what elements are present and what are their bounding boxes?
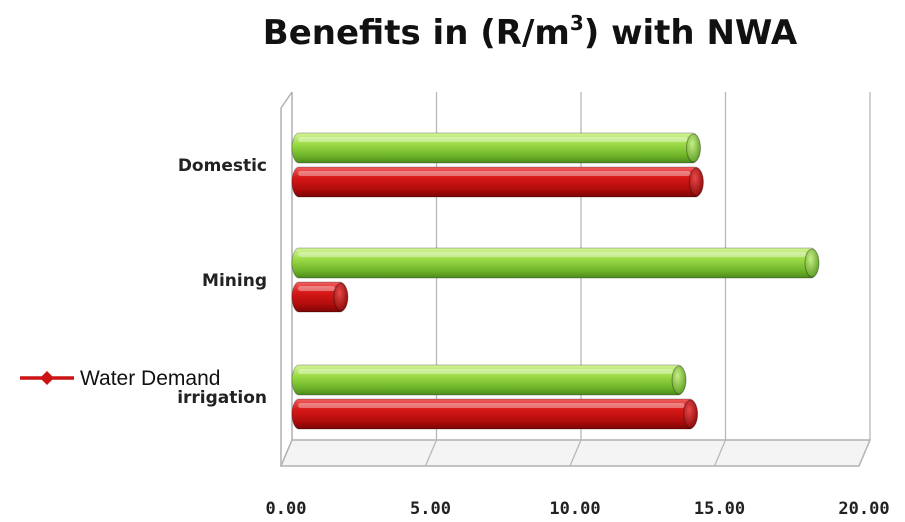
bar-irrigation-series-1 — [291, 364, 687, 396]
legend-entry: Water Demand — [20, 367, 220, 390]
diamond-marker-icon — [40, 371, 54, 385]
chart-title-superscript: 3 — [570, 11, 584, 35]
x-tick-label: 15.00 — [694, 499, 745, 519]
category-label: irrigation — [177, 388, 267, 408]
x-tick-label: 10.00 — [549, 499, 600, 519]
legend-label: Water Demand — [80, 367, 220, 390]
bar-mining-series-1 — [291, 247, 820, 279]
bar-domestic-series-1 — [291, 132, 701, 164]
gridline-floor — [713, 439, 727, 467]
bar-domestic-series-2 — [291, 166, 704, 198]
chart-title-suffix: ) with NWA — [584, 13, 798, 53]
chart-title-prefix: Benefits in (R/m — [263, 13, 570, 53]
bar-irrigation-series-2 — [291, 398, 699, 430]
wall-edge-top — [280, 91, 293, 109]
gridline-floor — [858, 439, 871, 467]
category-label: Domestic — [178, 156, 267, 176]
x-tick-label: 0.00 — [266, 499, 307, 519]
category-label: Mining — [202, 271, 267, 291]
bars — [291, 132, 820, 430]
x-tick-label: 20.00 — [838, 499, 889, 519]
chart-title: Benefits in (R/m3) with NWA — [263, 11, 798, 53]
x-tick-labels: 0.00 5.00 10.00 15.00 20.00 — [266, 499, 890, 519]
category-labels: Domestic Mining irrigation — [177, 156, 267, 408]
gridline-floor — [569, 439, 582, 467]
legend: Water Demand — [20, 367, 220, 390]
x-tick-label: 5.00 — [410, 499, 451, 519]
gridline-floor — [424, 439, 438, 467]
bar-mining-series-2 — [291, 281, 349, 313]
